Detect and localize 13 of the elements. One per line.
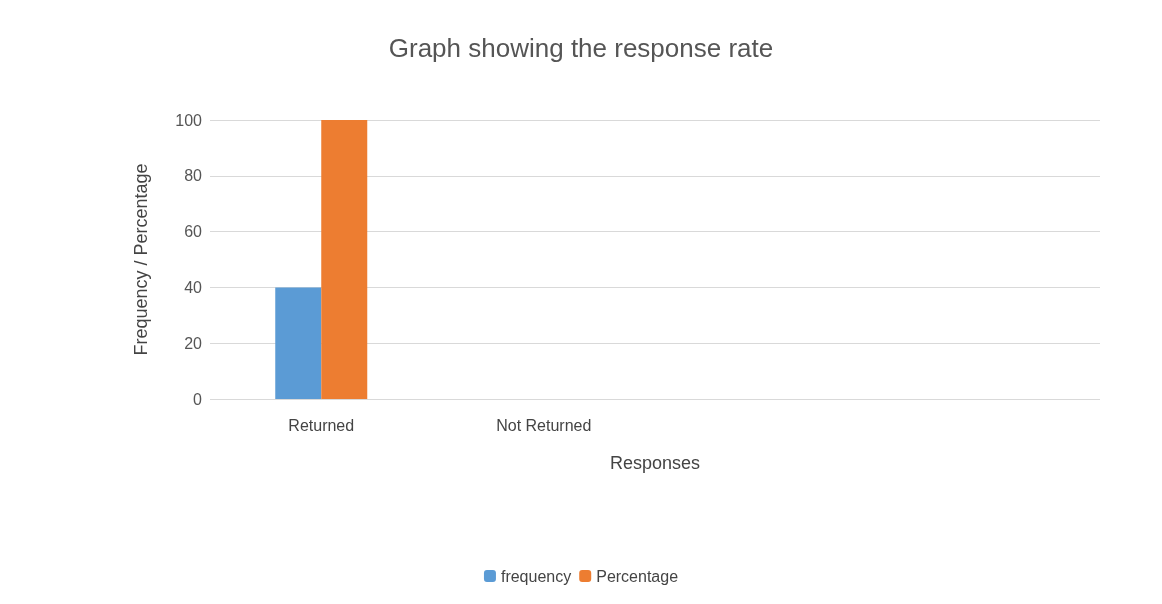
y-tick-label: 80	[184, 167, 203, 185]
y-axis-title: Frequency / Percentage	[131, 163, 151, 356]
legend-label: frequency	[500, 567, 572, 585]
y-tick-label: 20	[184, 334, 203, 352]
x-tick-label: Not Returned	[496, 416, 592, 434]
y-tick-label: 40	[184, 278, 203, 296]
legend-label: Percentage	[596, 567, 679, 585]
x-axis-title: Responses	[609, 453, 701, 473]
chart-title: Graph showing the response rate	[388, 33, 774, 63]
x-tick-label: Returned	[288, 416, 355, 434]
y-tick-label: 60	[184, 223, 203, 241]
y-tick-label: 100	[175, 111, 203, 129]
y-tick-label: 0	[193, 390, 203, 408]
